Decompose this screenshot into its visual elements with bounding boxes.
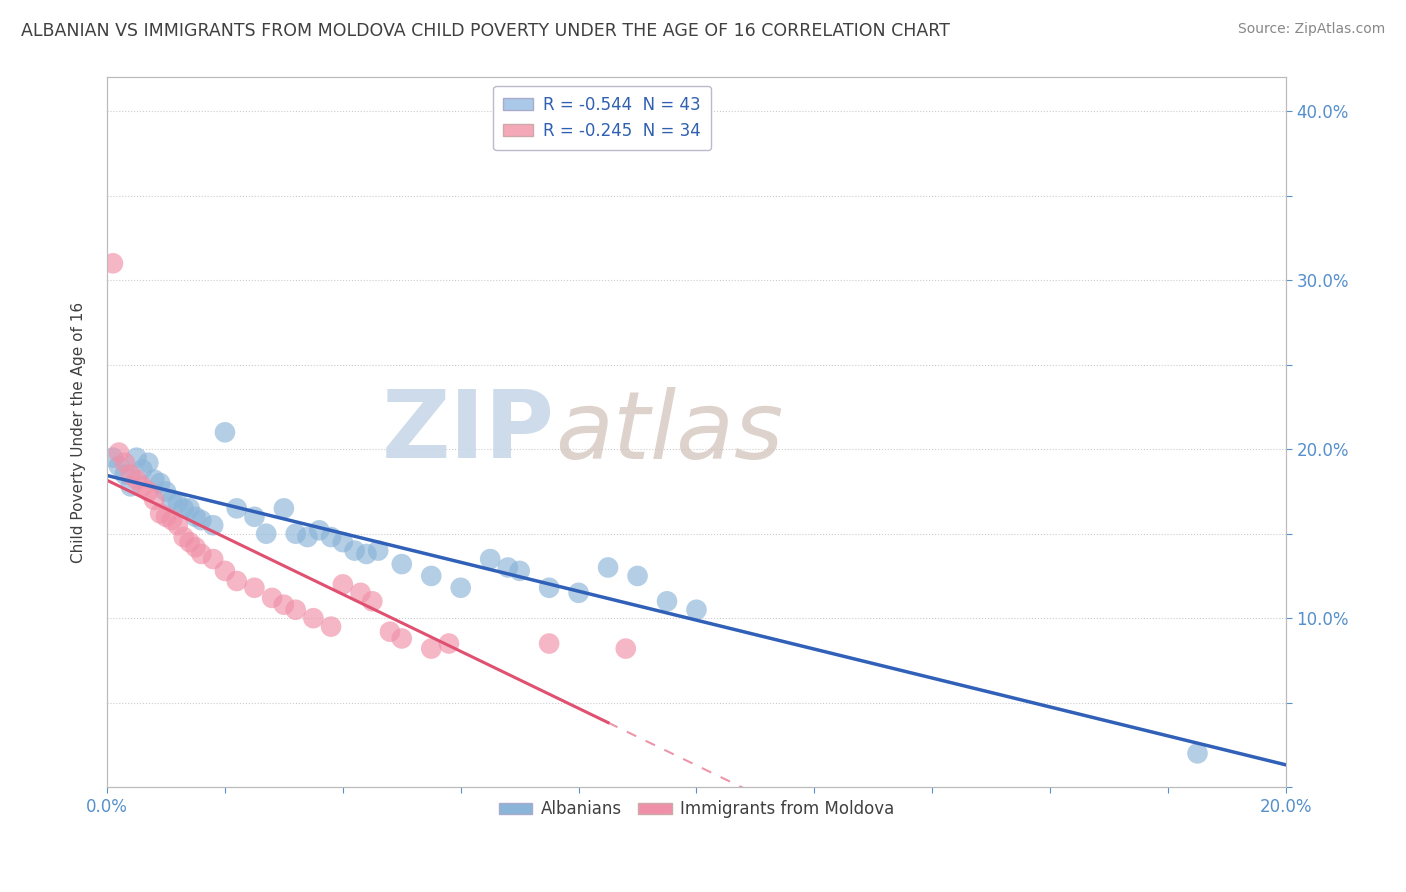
Point <box>131 479 153 493</box>
Text: ALBANIAN VS IMMIGRANTS FROM MOLDOVA CHILD POVERTY UNDER THE AGE OF 16 CORRELATIO: ALBANIAN VS IMMIGRANTS FROM MOLDOVA CHIL… <box>21 22 950 40</box>
Point <box>143 473 166 487</box>
Point <box>108 459 131 474</box>
Point <box>125 450 148 465</box>
Point <box>343 543 366 558</box>
Y-axis label: Child Poverty Under the Age of 16: Child Poverty Under the Age of 16 <box>72 301 86 563</box>
Point <box>262 591 284 605</box>
Point <box>114 467 136 482</box>
Point <box>356 547 378 561</box>
Point <box>297 530 319 544</box>
Point <box>420 641 443 656</box>
Point <box>101 450 124 465</box>
Point <box>273 598 295 612</box>
Point <box>496 560 519 574</box>
Point <box>420 569 443 583</box>
Point <box>302 611 325 625</box>
Point <box>143 492 166 507</box>
Legend: Albanians, Immigrants from Moldova: Albanians, Immigrants from Moldova <box>492 794 901 825</box>
Point <box>509 564 531 578</box>
Point <box>538 636 561 650</box>
Text: Source: ZipAtlas.com: Source: ZipAtlas.com <box>1237 22 1385 37</box>
Text: atlas: atlas <box>555 387 783 478</box>
Point <box>655 594 678 608</box>
Point <box>225 574 247 588</box>
Point <box>332 577 354 591</box>
Point <box>437 636 460 650</box>
Point <box>136 456 159 470</box>
Point <box>155 484 177 499</box>
Point <box>273 501 295 516</box>
Point <box>202 518 225 533</box>
Point <box>243 581 266 595</box>
Point <box>202 552 225 566</box>
Point <box>596 560 619 574</box>
Point <box>166 518 188 533</box>
Point <box>361 594 384 608</box>
Point <box>391 557 413 571</box>
Point <box>179 501 201 516</box>
Point <box>214 425 236 440</box>
Point <box>190 547 212 561</box>
Text: ZIP: ZIP <box>382 386 555 478</box>
Point <box>308 524 330 538</box>
Point <box>284 526 307 541</box>
Point <box>155 509 177 524</box>
Point <box>120 479 142 493</box>
Point <box>184 540 207 554</box>
Point <box>149 507 172 521</box>
Point <box>538 581 561 595</box>
Point <box>173 501 195 516</box>
Point <box>108 445 131 459</box>
Point <box>160 513 183 527</box>
Point <box>479 552 502 566</box>
Point <box>450 581 472 595</box>
Point <box>149 475 172 490</box>
Point <box>101 256 124 270</box>
Point <box>225 501 247 516</box>
Point <box>626 569 648 583</box>
Point <box>160 492 183 507</box>
Point <box>190 513 212 527</box>
Point <box>319 530 342 544</box>
Point <box>378 624 401 639</box>
Point <box>125 473 148 487</box>
Point <box>131 462 153 476</box>
Point <box>166 496 188 510</box>
Point <box>243 509 266 524</box>
Point <box>173 530 195 544</box>
Point <box>614 641 637 656</box>
Point <box>568 586 591 600</box>
Point <box>114 456 136 470</box>
Point <box>136 484 159 499</box>
Point <box>254 526 277 541</box>
Point <box>391 632 413 646</box>
Point <box>184 509 207 524</box>
Point <box>1187 747 1209 761</box>
Point <box>685 603 707 617</box>
Point <box>214 564 236 578</box>
Point <box>284 603 307 617</box>
Point <box>367 543 389 558</box>
Point <box>349 586 371 600</box>
Point <box>319 620 342 634</box>
Point <box>179 535 201 549</box>
Point <box>332 535 354 549</box>
Point <box>120 467 142 482</box>
